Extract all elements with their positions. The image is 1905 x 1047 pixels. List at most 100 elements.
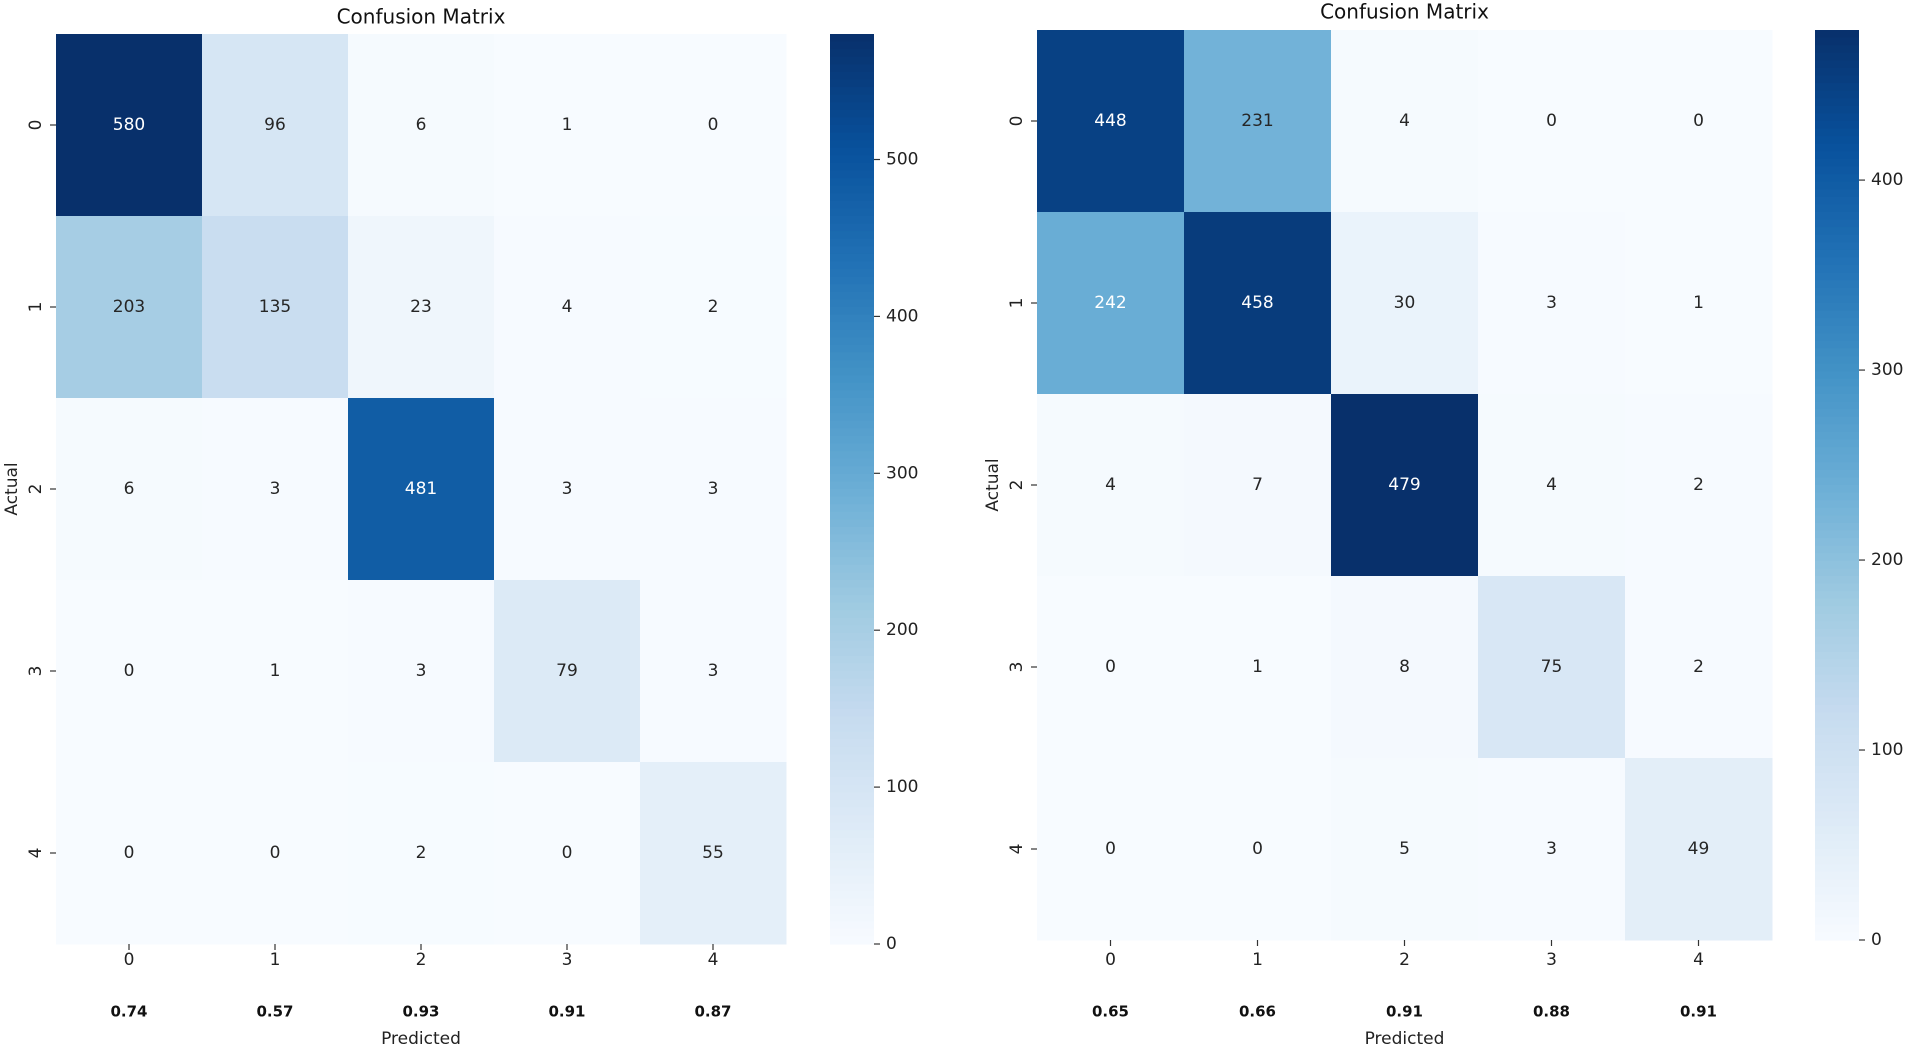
colorbar-segment [830,845,874,854]
colorbar-segment [1815,356,1859,365]
cell-value-label: 0 [708,115,719,135]
colorbar-segment [1815,378,1859,388]
colorbar-tick-label: 300 [886,463,918,483]
colorbar-segment [1815,462,1859,471]
colorbar-segment [830,511,874,520]
colorbar-segment [830,314,874,323]
colorbar-segment [1815,204,1859,213]
colorbar-tick-label: 500 [886,150,918,170]
y-axis-label: Actual [983,458,1003,511]
colorbar-segment [1815,879,1859,888]
colorbar-segment [1815,363,1859,372]
heatmap-cell [1625,576,1773,759]
colorbar-segment [830,178,874,187]
x-axis-label: Predicted [381,1029,461,1047]
cell-value-label: 0 [562,843,573,863]
heatmap-cell [202,580,349,763]
cell-value-label: 1 [1693,293,1704,313]
colorbar-segment [830,125,874,134]
colorbar-segment [830,398,874,407]
colorbar-segment [830,610,874,619]
colorbar-segment [830,526,874,536]
colorbar-segment [830,117,874,126]
colorbar-segment [830,602,874,611]
colorbar-segment [1815,45,1859,54]
colorbar-segment [1815,727,1859,736]
colorbar-segment [1815,780,1859,789]
colorbar-segment [1815,917,1859,926]
colorbar-segment [1815,219,1859,228]
colorbar-segment [1815,894,1859,903]
heatmap-cell [1625,212,1773,395]
heatmap-cell [494,762,641,945]
colorbar-segment [830,200,874,210]
heatmap-cell [1478,212,1626,395]
colorbar-segment [1815,788,1859,797]
colorbar-segment [1815,871,1859,880]
colorbar-segment [1815,333,1859,342]
cell-value-label: 2 [1693,657,1704,677]
colorbar-segment [1815,629,1859,638]
colorbar-segment [830,496,874,505]
cell-value-label: 2 [708,297,719,317]
x-tick-label: 3 [562,950,573,970]
colorbar-segment [830,56,874,65]
colorbar-segment [1815,303,1859,312]
colorbar-segment [830,352,874,361]
colorbar-segment [830,473,874,483]
cell-value-label: 0 [270,843,281,863]
colorbar-segment [1815,30,1859,39]
y-tick-label: 3 [26,666,46,677]
colorbar-segment [830,617,874,627]
colorbar-segment [1815,530,1859,539]
heatmap-cell [348,580,495,763]
colorbar-segment [830,489,874,498]
per-class-score: 0.65 [1092,1003,1129,1021]
colorbar-segment [1815,439,1859,448]
colorbar-segment [1815,492,1859,501]
colorbar-segment [1815,591,1859,600]
colorbar-segment [1815,242,1859,251]
colorbar-segment [830,269,874,278]
heatmap-cell [348,398,495,581]
cell-value-label: 458 [1241,293,1273,313]
colorbar-segment [830,390,874,399]
colorbar-segment [830,375,874,384]
heatmap-cell [640,762,787,945]
colorbar-segment [830,41,874,50]
colorbar-segment [1815,143,1859,152]
colorbar-segment [1815,621,1859,630]
colorbar-segment [1815,750,1859,759]
colorbar-segment [1815,811,1859,820]
colorbar-segment [1815,136,1859,145]
heatmap-cell [494,216,641,399]
colorbar-segment [1815,659,1859,668]
heatmap-cell [202,34,349,217]
colorbar-segment [1815,742,1859,752]
colorbar-segment [1815,667,1859,676]
colorbar-segment [1815,477,1859,486]
colorbar-segment [830,109,874,119]
colorbar-segment [1815,598,1859,607]
colorbar-segment [1815,833,1859,843]
colorbar-segment [830,769,874,778]
heatmap-cell [1625,758,1773,941]
x-tick-label: 3 [1546,950,1557,970]
y-axis-label: Actual [2,462,22,515]
chart-title: Confusion Matrix [1320,0,1489,24]
colorbar-segment [830,428,874,437]
colorbar-segment [830,580,874,589]
cell-value-label: 6 [124,479,135,499]
colorbar-segment [830,246,874,255]
colorbar-segment [1815,83,1859,92]
cell-value-label: 3 [708,661,719,681]
colorbar-segment [830,451,874,460]
colorbar-segment [1815,181,1859,190]
colorbar-segment [1815,902,1859,911]
colorbar-segment [1815,105,1859,115]
heatmap-cell [640,398,787,581]
x-tick-label: 4 [1693,950,1704,970]
colorbar-segment [1815,576,1859,585]
colorbar-segment [1815,522,1859,532]
